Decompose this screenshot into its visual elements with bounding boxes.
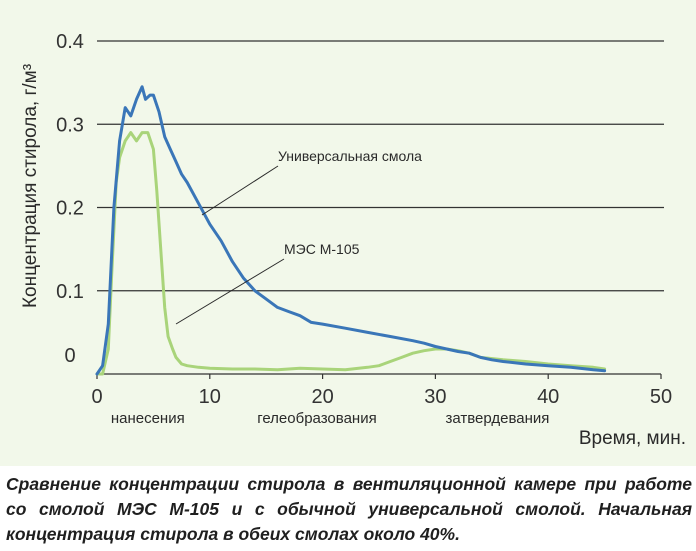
x-axis-label: Время, мин. <box>579 428 686 449</box>
leader-line <box>201 165 279 216</box>
annotation-mes-m105: МЭС М-105 <box>284 241 360 257</box>
phase-labels: нанесения гелеобразования затвердевания <box>111 410 550 427</box>
annotations: Универсальная смола МЭС М-105 <box>175 148 422 325</box>
leader-line <box>175 258 285 325</box>
x-tick-label: 30 <box>424 386 446 408</box>
x-tick-label: 10 <box>199 386 221 408</box>
y-tick-label: 0 <box>64 345 75 367</box>
x-tick-label: 50 <box>650 386 672 408</box>
x-tick-label: 40 <box>537 386 559 408</box>
x-tick-label: 0 <box>91 386 102 408</box>
series-layer <box>95 85 607 376</box>
phase-label: гелеобразования <box>257 410 377 427</box>
y-tick-label: 0.4 <box>56 31 84 53</box>
x-tick-label: 20 <box>311 386 333 408</box>
y-tick-label: 0.1 <box>56 281 84 303</box>
chart-figure: 0 10 20 30 40 50 0 0.1 0.2 0.3 0.4 нанесения гелео… <box>0 0 696 466</box>
annotation-universal-resin: Универсальная смола <box>278 148 422 164</box>
y-tick-label: 0.2 <box>56 198 84 220</box>
y-tick-label: 0.3 <box>56 114 84 136</box>
series-line-universal-resin <box>95 85 607 376</box>
figure-caption: Сравнение концентрации стирола в вентиля… <box>6 474 692 544</box>
x-axis: 0 10 20 30 40 50 <box>91 373 672 408</box>
y-axis-label: Концентрация стирола, г/м³ <box>20 64 41 308</box>
phase-label: затвердевания <box>445 410 549 427</box>
phase-label: нанесения <box>111 410 185 427</box>
grid-layer <box>97 40 664 292</box>
y-axis: 0 0.1 0.2 0.3 0.4 <box>56 31 84 367</box>
chart-plot: 0 10 20 30 40 50 0 0.1 0.2 0.3 0.4 нанесения гелео… <box>20 31 686 449</box>
